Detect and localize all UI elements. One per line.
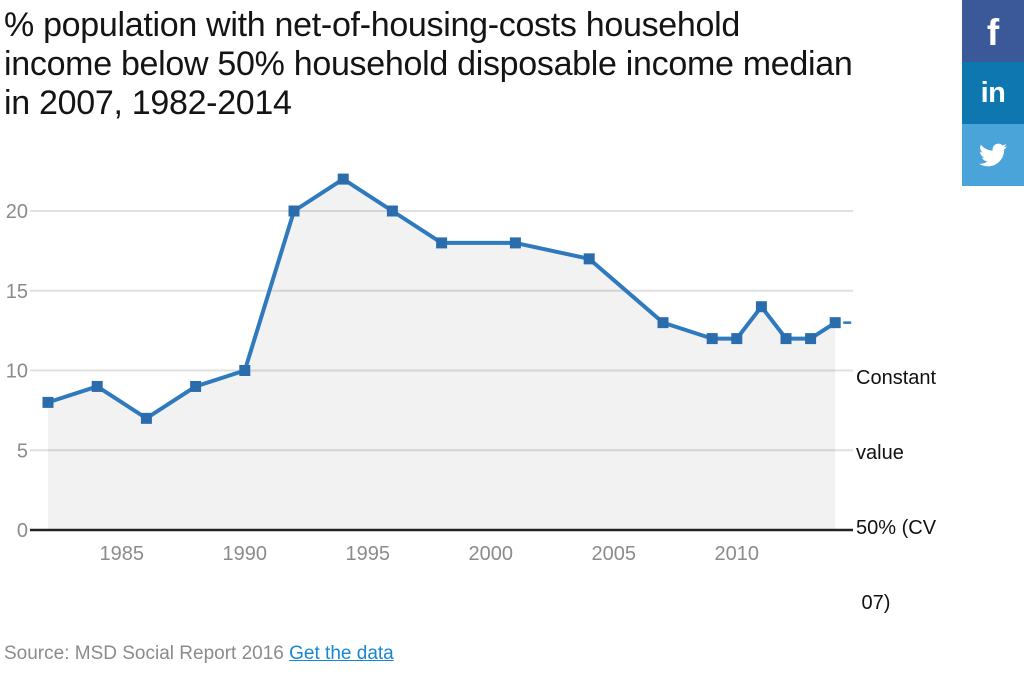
data-point-marker[interactable] [755, 301, 767, 313]
data-point-marker[interactable] [436, 237, 448, 249]
y-axis-tick-label: 20 [6, 201, 28, 223]
source-text: Source: MSD Social Report 2016 [4, 643, 284, 664]
data-point-marker[interactable] [805, 333, 817, 345]
data-point-marker[interactable] [288, 205, 300, 217]
y-axis-tick-label: 5 [17, 440, 28, 462]
source-line: Source: MSD Social Report 2016 Get the d… [4, 643, 394, 665]
page-title-line: in 2007, 1982-2014 [4, 84, 292, 122]
facebook-share-button[interactable]: f [962, 0, 1024, 62]
data-point-marker[interactable] [657, 317, 669, 329]
data-point-marker[interactable] [706, 333, 718, 345]
page-title: % population with net-of-housing-costs h… [4, 6, 956, 123]
x-axis-tick-label: 2005 [592, 543, 637, 565]
social-share-bar: f in [962, 0, 1024, 186]
data-point-marker[interactable] [140, 412, 152, 424]
data-point-marker[interactable] [337, 173, 349, 185]
data-point-marker[interactable] [239, 365, 251, 376]
y-axis-tick-label: 15 [6, 281, 28, 303]
x-axis-tick-label: 1990 [223, 543, 268, 565]
poverty-rate-line-chart: 0 5 10 15 20 1985 1990 1995 2000 2005 2010 [6, 173, 853, 565]
y-axis-tick-label: 0 [17, 520, 28, 542]
page-title-line: % population with net-of-housing-costs h… [4, 6, 740, 44]
series-legend-label: Constant value 50% (CV 07) [856, 367, 937, 614]
data-point-marker[interactable] [731, 333, 743, 345]
data-point-marker[interactable] [386, 205, 398, 217]
data-point-marker[interactable] [190, 380, 202, 392]
twitter-bird-icon [979, 143, 1008, 167]
x-axis-tick-label: 2000 [469, 543, 514, 565]
twitter-share-button[interactable] [962, 124, 1024, 186]
series-area-fill [48, 179, 836, 530]
linkedin-icon: in [980, 76, 1006, 109]
data-point-marker[interactable] [509, 237, 521, 249]
data-point-marker[interactable] [583, 253, 595, 265]
data-point-marker[interactable] [42, 396, 54, 408]
x-axis-tick-label: 2010 [715, 543, 760, 565]
data-point-marker[interactable] [780, 333, 792, 345]
data-point-marker[interactable] [91, 380, 103, 392]
data-point-marker[interactable] [829, 317, 841, 329]
x-axis-tick-label: 1985 [100, 543, 145, 565]
x-axis-tick-label: 1995 [346, 543, 391, 565]
y-axis-tick-label: 10 [6, 361, 28, 383]
get-the-data-link[interactable]: Get the data [289, 643, 394, 664]
linkedin-share-button[interactable]: in [962, 62, 1024, 124]
facebook-icon: f [986, 12, 1000, 53]
page-title-line: income below 50% household disposable in… [4, 45, 853, 83]
